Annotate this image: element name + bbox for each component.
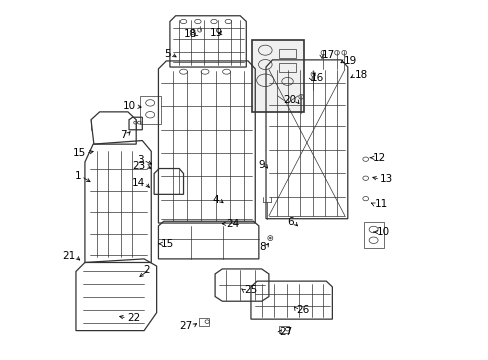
Text: 8: 8 [259, 242, 265, 252]
Text: 16: 16 [310, 73, 324, 83]
Text: 15: 15 [161, 239, 174, 249]
Text: 24: 24 [225, 219, 239, 229]
Text: 1: 1 [75, 171, 81, 181]
Bar [198, 318, 208, 326]
Bar [278, 49, 295, 58]
Text: 20: 20 [283, 95, 296, 105]
Text: 23: 23 [132, 161, 145, 171]
Text: 9: 9 [258, 160, 265, 170]
Text: 7: 7 [120, 130, 126, 140]
Text: 13: 13 [379, 174, 392, 184]
Text: 27: 27 [179, 321, 192, 331]
Text: 15: 15 [73, 148, 86, 158]
Text: 11: 11 [373, 199, 387, 210]
Text: 3: 3 [137, 155, 143, 165]
Text: 4: 4 [212, 195, 219, 205]
Text: 22: 22 [126, 313, 140, 323]
Bar [278, 63, 295, 72]
Text: 27: 27 [279, 327, 292, 337]
Text: 12: 12 [372, 153, 386, 163]
Text: 17: 17 [321, 50, 334, 60]
Text: 26: 26 [296, 305, 309, 315]
Text: 18: 18 [183, 29, 197, 39]
Text: 6: 6 [287, 217, 293, 227]
Ellipse shape [268, 237, 271, 239]
Text: 21: 21 [62, 251, 75, 261]
Text: 19: 19 [209, 28, 223, 38]
Text: 10: 10 [376, 227, 389, 237]
Bar [251, 40, 303, 112]
Bar [363, 222, 384, 248]
Bar [278, 326, 288, 333]
Text: 18: 18 [354, 70, 367, 80]
Text: 2: 2 [142, 265, 149, 275]
Bar [140, 96, 160, 124]
Text: 5: 5 [164, 49, 171, 59]
Text: 14: 14 [131, 178, 144, 188]
Text: 25: 25 [244, 285, 257, 296]
Text: 10: 10 [123, 102, 136, 112]
Text: 19: 19 [344, 56, 357, 66]
